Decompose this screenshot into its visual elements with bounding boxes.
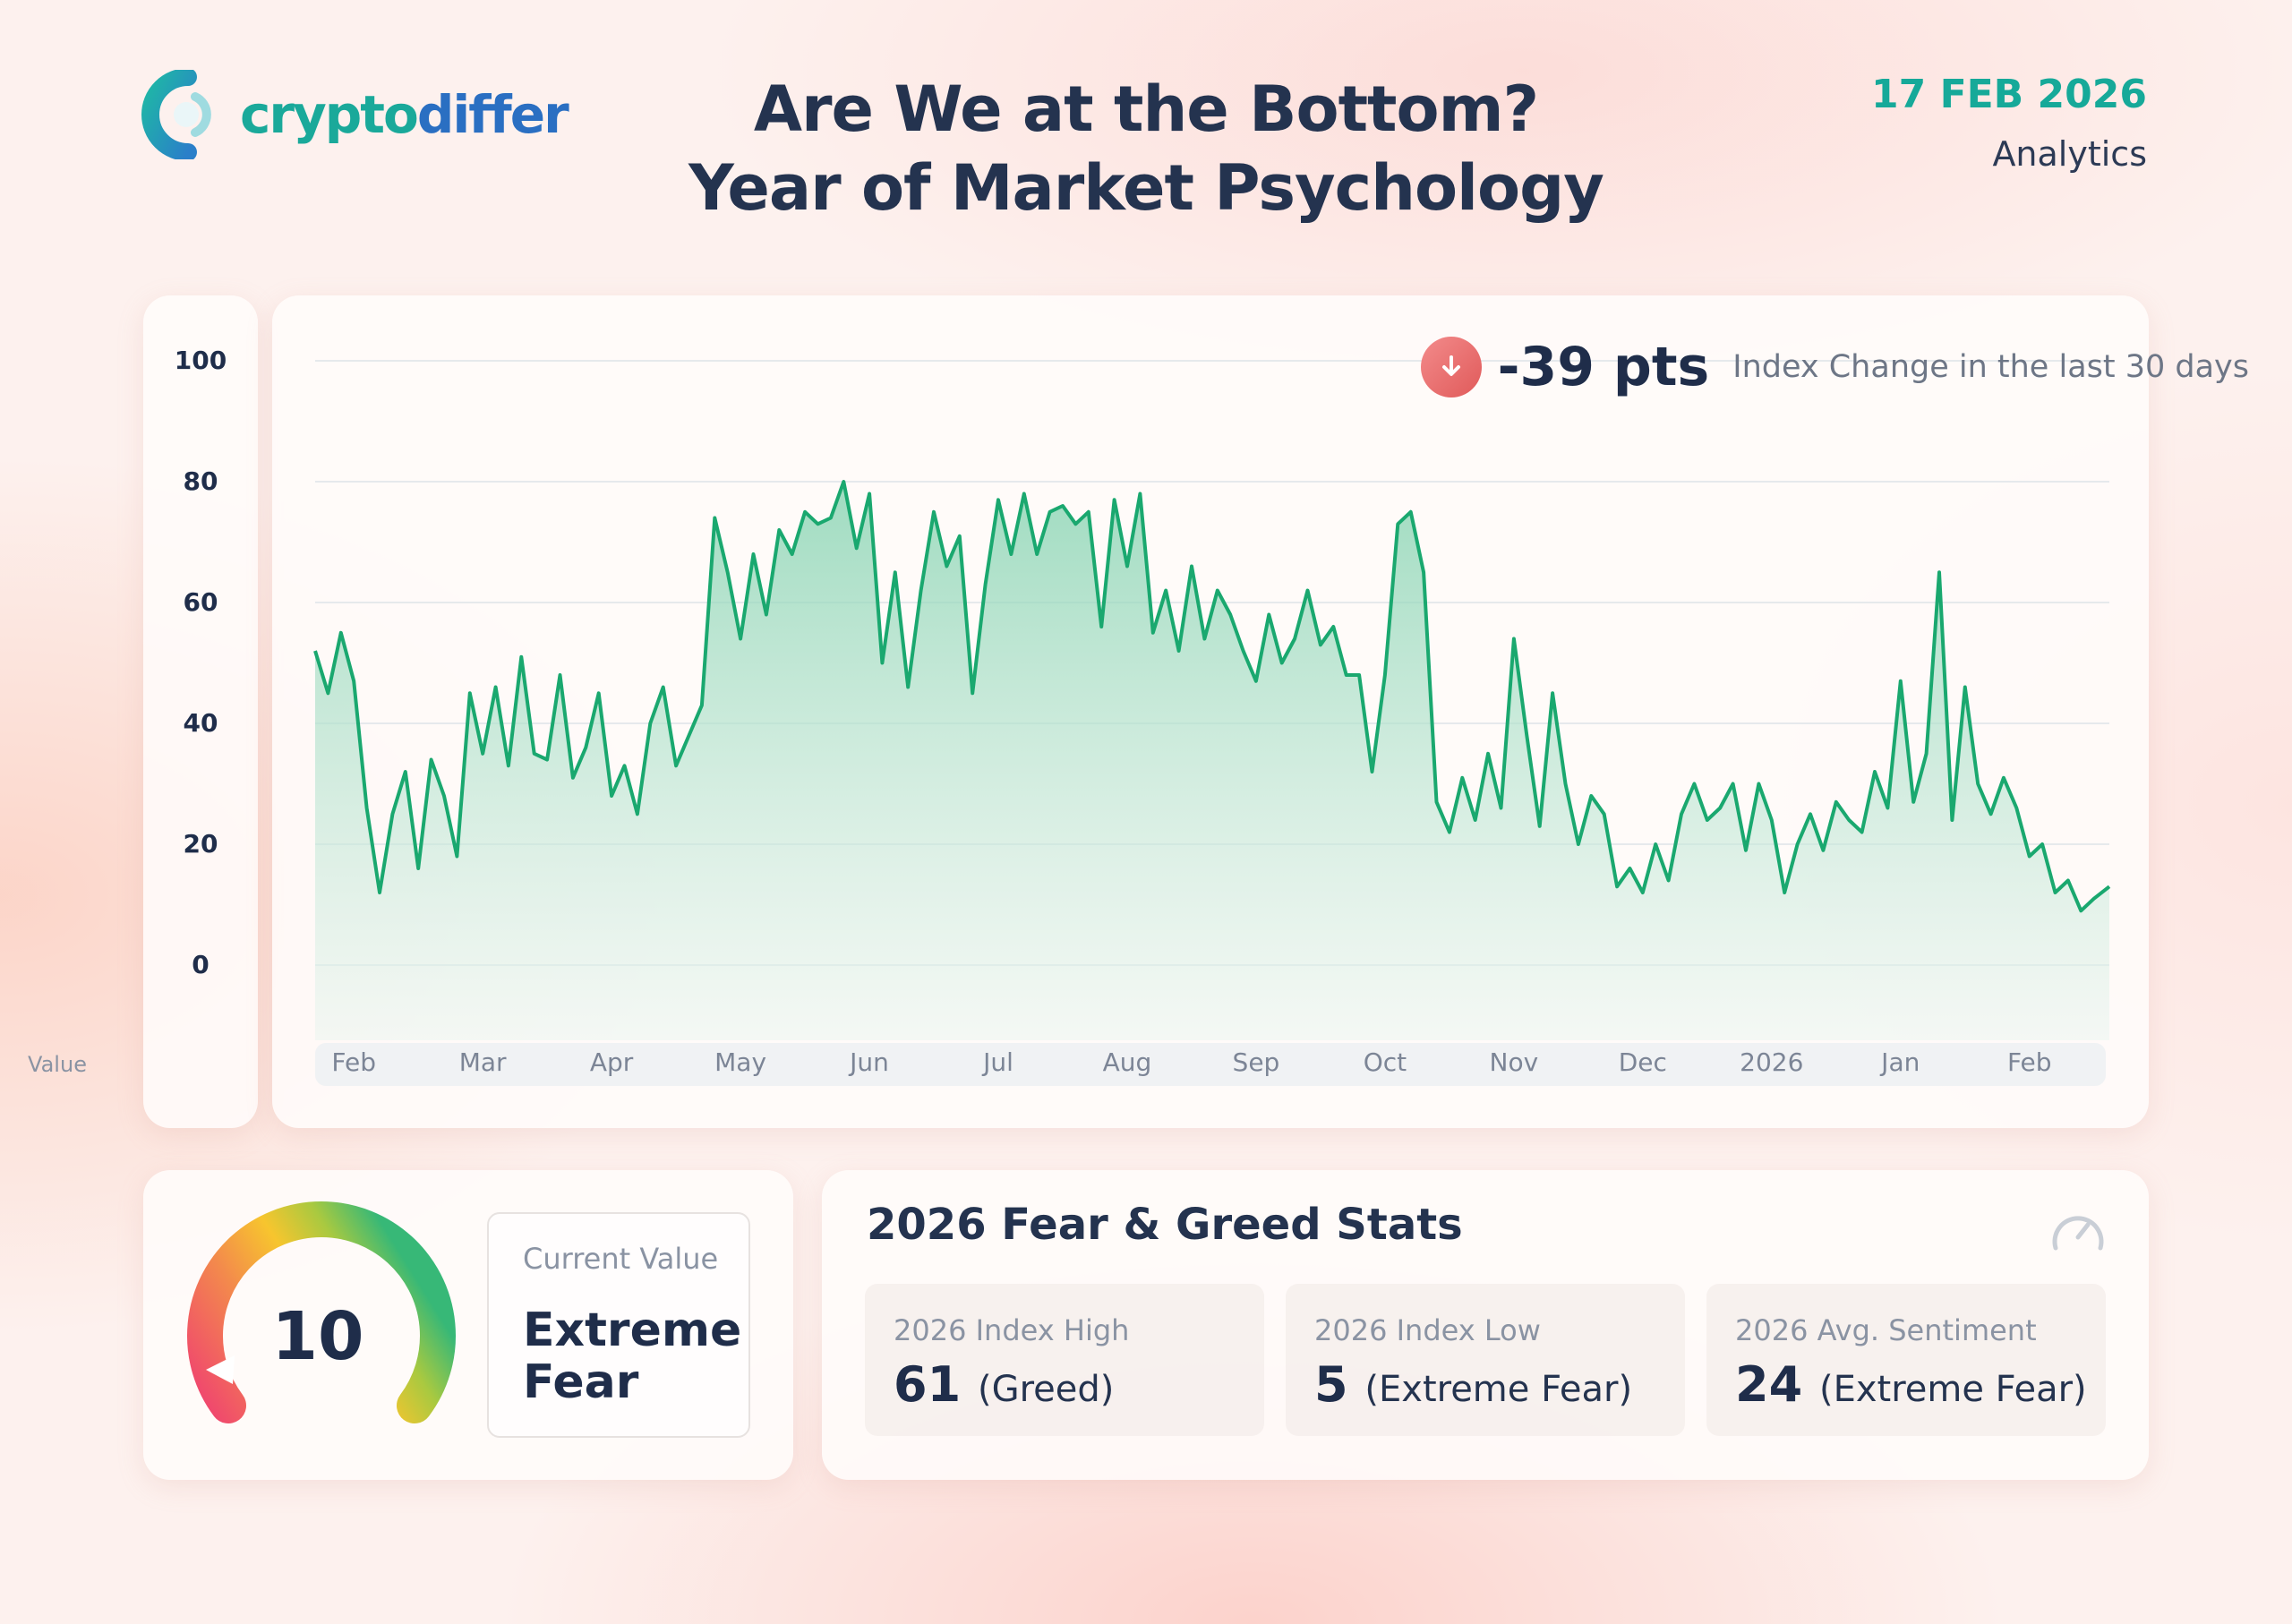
current-value-label: Current Value <box>523 1242 719 1276</box>
stat-card-low <box>1286 1284 1685 1436</box>
y-tick-label: 0 <box>192 950 210 979</box>
x-tick-label: Apr <box>589 1047 634 1077</box>
x-tick-label: Jan <box>1881 1047 1920 1077</box>
index-change-value: -39 pts <box>1497 336 1710 398</box>
x-tick-label: Feb <box>2006 1047 2052 1077</box>
stat-low-value: 5 (Extreme Fear) <box>1314 1356 1633 1413</box>
y-axis-label: Value <box>28 1052 87 1077</box>
index-change: -39 pts Index Change in the last 30 days <box>1420 336 2249 398</box>
y-tick-label: 60 <box>183 587 218 617</box>
x-tick-label: Sep <box>1232 1047 1280 1077</box>
x-tick-label: Oct <box>1363 1047 1407 1077</box>
y-tick-label: 20 <box>183 829 218 859</box>
current-value-box <box>487 1212 750 1438</box>
speedometer-icon <box>2052 1216 2104 1251</box>
section-label: Analytics <box>1992 134 2147 174</box>
stat-card-high <box>865 1284 1264 1436</box>
gauge-arc <box>187 1201 456 1423</box>
index-change-label: Index Change in the last 30 days <box>1732 349 2249 385</box>
x-tick-label: Jul <box>983 1047 1013 1077</box>
down-arrow-icon <box>1420 337 1482 397</box>
y-tick-label: 80 <box>183 466 218 496</box>
stat-low-label: 2026 Index Low <box>1314 1313 1541 1347</box>
x-tick-label: May <box>714 1047 767 1077</box>
x-tick-label: Nov <box>1489 1047 1539 1077</box>
stat-high-label: 2026 Index High <box>894 1313 1130 1347</box>
x-tick-label: Dec <box>1618 1047 1667 1077</box>
stat-card-avg <box>1706 1284 2106 1436</box>
y-tick-label: 40 <box>183 708 218 738</box>
brand-logo: cryptodiffer <box>141 70 569 159</box>
current-status: Extreme Fear <box>523 1303 742 1409</box>
page-title: Are We at the Bottom? Year of Market Psy… <box>688 73 1604 225</box>
chart-series-line <box>313 480 2111 913</box>
chart-area-fill <box>315 482 2109 1040</box>
y-tick-label: 100 <box>174 346 227 375</box>
gauge-value: 10 <box>271 1298 364 1375</box>
x-tick-label: Aug <box>1102 1047 1152 1077</box>
stat-high-value: 61 (Greed) <box>894 1356 1115 1413</box>
x-tick-label: Jun <box>850 1047 889 1077</box>
x-tick-label: Feb <box>331 1047 376 1077</box>
x-tick-label: Mar <box>458 1047 507 1077</box>
y-axis-panel <box>143 295 258 1128</box>
stat-avg-label: 2026 Avg. Sentiment <box>1735 1313 2037 1347</box>
stats-title: 2026 Fear & Greed Stats <box>867 1200 1463 1250</box>
report-date: 17 FEB 2026 <box>1871 72 2147 117</box>
gauge-needle-icon <box>206 1355 235 1384</box>
x-tick-label: 2026 <box>1740 1047 1804 1077</box>
crypto-logo-icon <box>141 70 211 159</box>
brand-name: cryptodiffer <box>240 84 569 145</box>
x-axis-strip <box>315 1043 2106 1086</box>
stat-avg-value: 24 (Extreme Fear) <box>1735 1356 2087 1413</box>
